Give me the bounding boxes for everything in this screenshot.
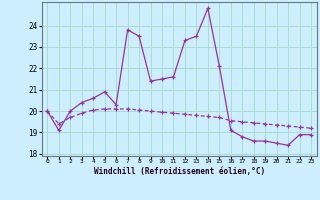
X-axis label: Windchill (Refroidissement éolien,°C): Windchill (Refroidissement éolien,°C) bbox=[94, 167, 265, 176]
